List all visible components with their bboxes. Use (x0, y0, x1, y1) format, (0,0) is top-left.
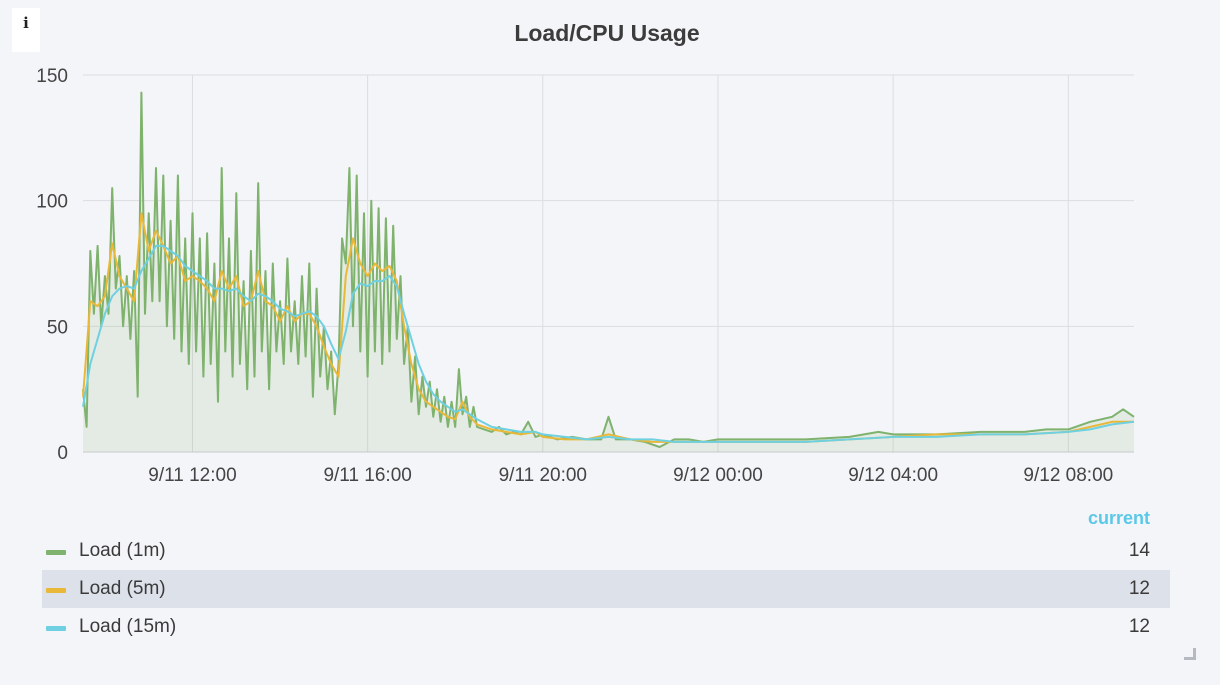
legend-current-value: 12 (1128, 616, 1150, 637)
panel-info-corner[interactable]: i (12, 8, 40, 52)
legend-series-name[interactable]: Load (5m) (79, 578, 166, 599)
legend-item-load-15m[interactable]: Load (15m) 12 (42, 608, 1170, 646)
legend-swatch[interactable] (46, 588, 66, 593)
legend-current-value: 14 (1128, 540, 1150, 561)
info-icon[interactable]: i (23, 14, 29, 32)
x-tick-label: 9/11 12:00 (148, 465, 236, 486)
legend-item-load-1m[interactable]: Load (1m) 14 (42, 532, 1170, 570)
x-tick-label: 9/12 04:00 (848, 465, 938, 486)
x-tick-label: 9/12 08:00 (1023, 465, 1113, 486)
series-area-load-1m (83, 92, 1134, 452)
legend-series-name[interactable]: Load (1m) (79, 540, 166, 561)
legend-item-load-5m[interactable]: Load (5m) 12 (42, 570, 1170, 608)
x-tick-label: 9/12 00:00 (673, 465, 763, 486)
x-tick-label: 9/11 20:00 (499, 465, 587, 486)
y-tick-label: 0 (57, 443, 68, 464)
resize-handle[interactable] (1184, 648, 1196, 660)
legend-current-header[interactable]: current (1087, 508, 1150, 528)
y-tick-label: 50 (47, 317, 68, 338)
x-tick-label: 9/11 16:00 (323, 465, 411, 486)
legend: current Load (1m) 14 Load (5m) 12 Load (… (42, 508, 1170, 646)
legend-swatch[interactable] (46, 626, 66, 631)
legend-swatch[interactable] (46, 550, 66, 555)
y-tick-label: 100 (36, 192, 68, 213)
y-tick-label: 150 (36, 66, 68, 87)
chart-area[interactable]: 0 50 100 150 9/11 12:00 9/11 16:00 9/11 20:00 9… (0, 0, 1220, 500)
panel-title[interactable]: Load/CPU Usage (514, 20, 700, 46)
legend-series-name[interactable]: Load (15m) (79, 616, 177, 637)
legend-current-value: 12 (1128, 578, 1150, 599)
series-line-load-15m[interactable] (82, 244, 1135, 443)
